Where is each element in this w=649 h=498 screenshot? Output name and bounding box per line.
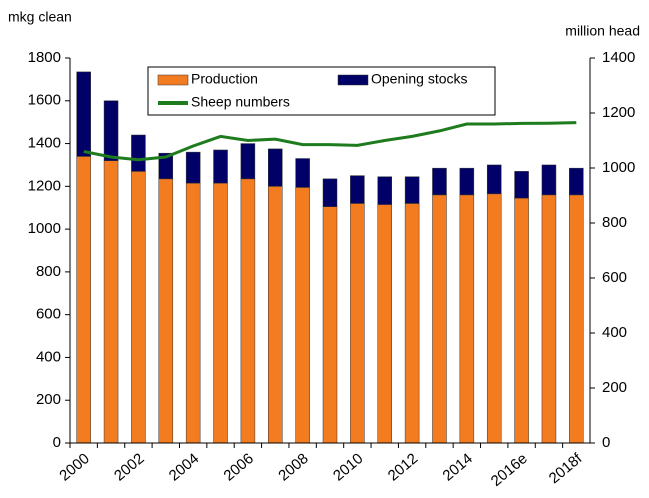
bar-segment [541,164,557,196]
y2-tick-label: 400 [602,324,627,341]
bar-segment [76,156,91,444]
bar-segment [377,204,392,444]
legend-text: Production [191,71,258,87]
y2-tick-label: 800 [602,214,627,231]
bar-segment [295,158,310,188]
bar-segment [350,175,365,204]
bar-segment [103,160,119,444]
bar-segment [268,148,283,187]
bar-segment [76,71,91,157]
y2-tick-label: 200 [602,379,627,396]
bar-segment [103,100,119,161]
y-tick-label: 1200 [28,177,61,194]
bar-segment [569,194,584,444]
bar-segment [158,178,174,444]
legend-text: Opening stocks [371,71,468,87]
y-tick-label: 400 [36,348,61,365]
y2-tick-label: 0 [602,434,610,451]
bar-segment [322,206,338,444]
y2-tick-label: 1400 [602,49,635,66]
y-tick-label: 1800 [28,49,61,66]
y-tick-label: 600 [36,306,61,323]
x-tick-label: 2014 [439,450,475,484]
x-tick-label: 2002 [111,450,147,484]
bar-segment [131,134,146,172]
y-tick-label: 1600 [28,92,61,109]
y2-tick-label: 1200 [602,104,635,121]
bar-segment [404,176,420,204]
bar-segment [185,151,201,184]
y-tick-label: 1400 [28,135,61,152]
bar-segment [131,171,146,444]
x-tick-label: 2010 [330,450,366,484]
bar-segment [486,193,502,444]
x-tick-label: 2016e [488,450,531,490]
x-tick-label: 2000 [56,450,92,484]
bar-segment [459,167,475,196]
y-tick-label: 0 [53,434,61,451]
bar-segment [541,194,557,444]
y-tick-label: 1000 [28,220,61,237]
y2-tick-label: 600 [602,269,627,286]
y-axis-title: mkg clean [8,9,72,25]
y2-tick-label: 1000 [602,159,635,176]
bar-segment [377,176,392,205]
legend-swatch [157,74,189,86]
bar-segment [459,194,475,444]
legend-box [147,66,496,116]
bar-segment [240,178,256,444]
x-tick-label: 2012 [385,450,421,484]
line [83,121,577,162]
x-tick-label: 2008 [275,450,311,484]
bar-segment [350,203,365,444]
bar-segment [514,171,529,199]
bar-segment [432,194,447,444]
bar-segment [569,167,584,196]
legend-swatch [337,74,369,86]
x-tick-label: 2006 [221,450,257,484]
bar-segment [514,197,529,444]
bar-segment [295,187,310,444]
y2-axis-title: million head [565,23,640,39]
y-tick-label: 800 [36,263,61,280]
bar-segment [185,182,201,444]
legend-text: Sheep numbers [191,94,290,110]
bar-segment [268,186,283,444]
bar-segment [213,149,228,184]
bar-segment [213,182,228,444]
bar-segment [404,203,420,444]
x-tick-label: 2018f [546,450,586,488]
bar-segment [322,178,338,207]
y-tick-label: 200 [36,391,61,408]
bar-segment [432,167,447,196]
x-tick-label: 2004 [166,450,202,484]
bar-segment [158,152,174,180]
bar-segment [240,143,256,180]
bar-segment [486,164,502,195]
